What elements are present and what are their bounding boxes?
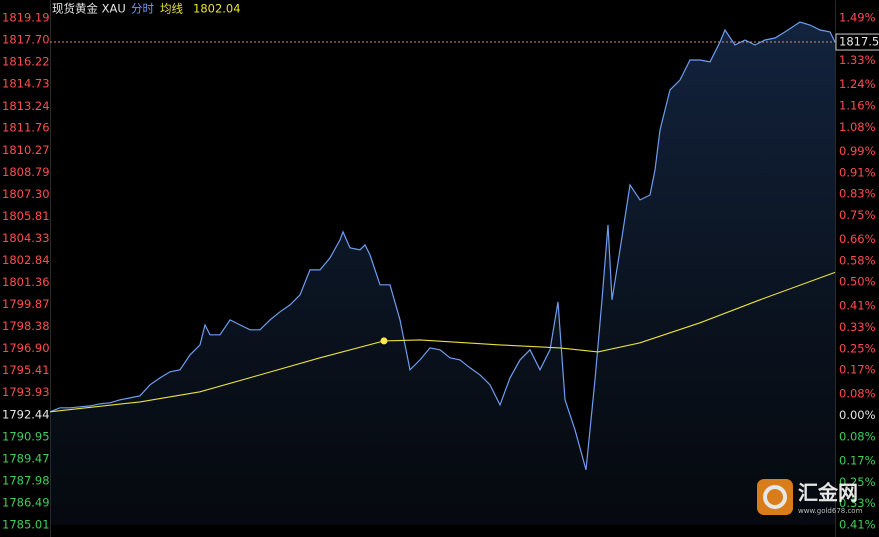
chart-title: 现货黄金 XAU — [52, 2, 126, 16]
y2-tick-label: 0.41% — [839, 518, 876, 532]
y-tick-label: 1801.36 — [2, 275, 50, 289]
y-tick-label: 1793.93 — [2, 385, 50, 399]
y-tick-label: 1808.79 — [2, 165, 50, 179]
y2-tick-label: 1.49% — [839, 11, 876, 25]
y-tick-label: 1799.87 — [2, 297, 50, 311]
y-tick-label: 1802.84 — [2, 253, 50, 267]
y2-tick-label: 0.25% — [839, 475, 876, 489]
y-tick-label: 1790.95 — [2, 429, 50, 443]
watermark-url: www.gold678.com — [798, 507, 863, 515]
y2-tick-label: 1.16% — [839, 99, 876, 113]
y2-tick-label: 0.41% — [839, 299, 876, 313]
y2-tick-label: 0.91% — [839, 165, 876, 179]
y-tick-label: 1798.38 — [2, 319, 50, 333]
last-price-box — [835, 33, 879, 51]
y-tick-label: 1814.73 — [2, 77, 50, 91]
y2-tick-label: 0.17% — [839, 363, 876, 377]
average-marker — [380, 337, 388, 345]
y-tick-label: 1816.22 — [2, 55, 50, 69]
y2-tick-label: 0.50% — [839, 275, 876, 289]
watermark-name: 汇金网 — [798, 481, 858, 505]
y2-tick-label: 1.08% — [839, 120, 876, 134]
y-tick-label: 1817.70 — [2, 33, 50, 47]
y-tick-label: 1807.30 — [2, 187, 50, 201]
y-tick-label: 1787.98 — [2, 473, 50, 487]
y-tick-label: 1813.24 — [2, 99, 50, 113]
watermark-logo — [757, 479, 793, 515]
price-area — [50, 22, 835, 525]
y-tick-label: 1819.19 — [2, 11, 50, 25]
y-tick-label: 1792.44 — [2, 407, 50, 421]
average-value: 1802.04 — [193, 2, 241, 16]
y2-tick-label: 0.17% — [839, 453, 876, 467]
y-tick-label: 1810.27 — [2, 143, 50, 157]
y2-tick-label: 1.33% — [839, 53, 876, 67]
y-tick-label: 1786.49 — [2, 496, 50, 510]
y2-tick-label: 0.66% — [839, 232, 876, 246]
average-line — [49, 271, 836, 413]
y2-tick-label: 0.00% — [839, 408, 876, 422]
y2-tick-label: 0.08% — [839, 429, 876, 443]
y2-tick-label: 0.33% — [839, 496, 876, 510]
watermark-logo-ring — [763, 485, 787, 509]
y-tick-label: 1795.41 — [2, 363, 50, 377]
y2-tick-label: 0.58% — [839, 253, 876, 267]
y2-tick-label: 0.25% — [839, 341, 876, 355]
y-tick-label: 1789.47 — [2, 451, 50, 465]
y2-tick-label: 0.83% — [839, 187, 876, 201]
y2-tick-label: 0.75% — [839, 208, 876, 222]
y-tick-label: 1811.76 — [2, 121, 50, 135]
watermark: 汇金网 www.gold678.com — [757, 479, 863, 515]
y2-tick-label: 0.08% — [839, 387, 876, 401]
y-tick-label: 1805.81 — [2, 209, 50, 223]
y2-tick-label: 1.24% — [839, 77, 876, 91]
y2-tick-label: 0.33% — [839, 320, 876, 334]
price-line — [49, 21, 836, 470]
y-tick-label: 1785.01 — [2, 518, 50, 532]
legend-entry: 均线 — [160, 2, 183, 16]
last-price-label: 1817.57 — [839, 35, 879, 49]
legend-entry: 分时 — [131, 2, 154, 16]
y-tick-label: 1796.90 — [2, 341, 50, 355]
y2-tick-label: 0.99% — [839, 144, 876, 158]
y-tick-label: 1804.33 — [2, 231, 50, 245]
